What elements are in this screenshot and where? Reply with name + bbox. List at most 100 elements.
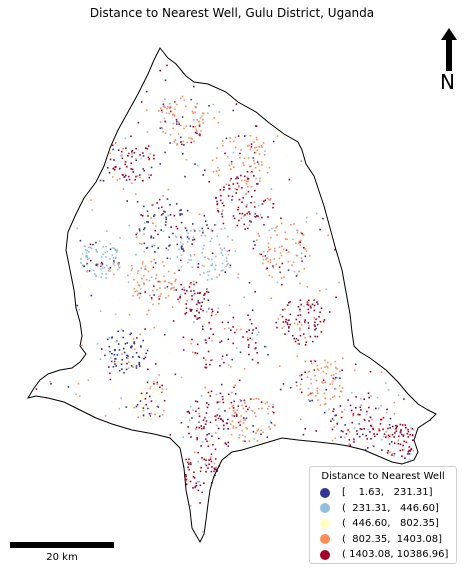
well-point [236,329,238,331]
well-point [199,230,201,232]
well-point [202,230,205,232]
well-point [118,266,121,269]
well-point [401,455,403,457]
well-point [148,158,150,160]
well-point [312,403,315,405]
well-point [232,140,235,143]
well-point [240,328,242,331]
well-point [325,372,328,375]
well-point [112,386,114,389]
well-point [395,430,398,432]
well-point [220,194,222,197]
well-point [291,334,294,337]
well-point [210,460,213,463]
well-point [285,318,287,321]
well-point [258,235,260,237]
well-point [200,427,203,430]
well-point [259,177,261,180]
well-point [152,381,155,383]
well-point [389,417,392,420]
well-point [243,399,246,402]
well-point [96,343,99,345]
well-point [332,374,335,376]
well-point [360,409,362,411]
well-point [109,258,111,260]
well-point [304,428,306,430]
well-point [302,433,305,436]
well-point [211,264,213,267]
well-point [252,425,254,427]
well-point [256,138,258,141]
well-point [228,114,231,116]
well-point [299,310,301,312]
well-point [135,405,138,408]
well-point [168,236,170,238]
well-point [230,163,233,165]
scale-bar [10,542,114,548]
well-point [171,306,174,308]
well-point [172,320,175,322]
well-point [165,297,167,299]
well-point [168,112,170,115]
well-point [95,241,97,244]
well-point [182,250,185,252]
well-point [244,402,246,404]
well-point [154,245,156,247]
well-point [189,461,192,464]
well-point [297,242,300,244]
well-point [225,183,227,186]
well-point [156,383,158,385]
well-point [110,360,113,363]
well-point [164,120,166,123]
well-point [244,179,246,182]
well-point [253,141,255,143]
well-point [348,439,351,441]
well-point [250,398,252,400]
well-point [334,437,337,439]
well-point [253,151,256,154]
well-point [366,438,368,440]
well-point [198,317,201,319]
well-point [146,147,149,150]
well-point [234,384,236,386]
well-point [228,249,231,252]
well-point [205,290,208,293]
well-point [241,434,244,437]
well-point [239,351,242,354]
well-point [287,319,290,322]
well-point [194,486,196,489]
well-point [108,268,111,270]
well-point [147,221,149,223]
well-point [274,221,277,223]
well-point [285,337,288,340]
well-point [172,232,174,235]
well-point [113,159,115,161]
well-point [254,189,256,192]
well-point [381,449,383,451]
well-point [134,290,136,293]
well-point [319,326,322,329]
well-point [115,256,117,259]
well-point [352,437,355,440]
well-point [284,333,286,335]
well-point [136,201,139,203]
well-point [244,214,246,216]
well-point [202,309,204,312]
well-point [35,388,38,390]
well-point [218,111,221,113]
well-point [237,421,240,424]
well-point [259,180,261,182]
well-point [292,238,294,241]
well-point [333,419,335,421]
well-point [312,340,314,343]
well-point [163,117,166,120]
well-point [246,204,248,206]
well-point [164,132,167,134]
well-point [336,368,339,370]
well-point [171,131,174,134]
well-point [100,276,102,279]
well-point [280,254,283,257]
well-point [196,118,198,121]
well-point [183,286,185,289]
well-point [207,445,210,448]
